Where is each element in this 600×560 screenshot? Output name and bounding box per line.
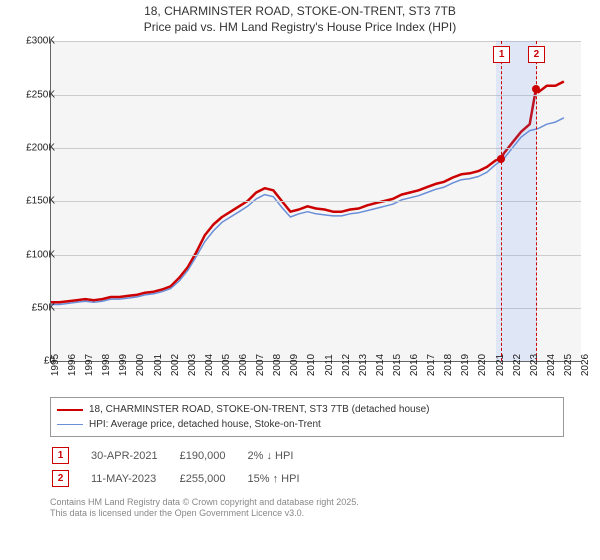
table-row: 1 30-APR-2021£190,0002% ↓ HPI — [52, 445, 320, 466]
x-axis-label: 2011 — [324, 354, 335, 376]
x-axis-label: 2003 — [187, 354, 198, 376]
sale-price: £255,000 — [180, 468, 246, 489]
x-axis-label: 2001 — [153, 354, 164, 376]
sale-price: £190,000 — [180, 445, 246, 466]
y-axis-label: £150K — [15, 196, 55, 207]
x-axis-label: 2019 — [460, 354, 471, 376]
chart-title: 18, CHARMINSTER ROAD, STOKE-ON-TRENT, ST… — [0, 0, 600, 41]
x-axis-label: 2021 — [495, 354, 506, 376]
x-axis-label: 2017 — [426, 354, 437, 376]
footer-line-1: Contains HM Land Registry data © Crown c… — [50, 497, 600, 508]
x-axis-label: 2026 — [580, 354, 591, 376]
legend-item: 18, CHARMINSTER ROAD, STOKE-ON-TRENT, ST… — [57, 402, 557, 417]
hpi-delta: 15% ↑ HPI — [248, 468, 320, 489]
hpi-delta: 2% ↓ HPI — [248, 445, 320, 466]
x-axis-label: 2014 — [375, 354, 386, 376]
title-line-2: Price paid vs. HM Land Registry's House … — [10, 20, 590, 36]
x-axis-label: 2006 — [238, 354, 249, 376]
x-axis-label: 2004 — [204, 354, 215, 376]
legend-item: HPI: Average price, detached house, Stok… — [57, 417, 557, 432]
y-axis-label: £200K — [15, 142, 55, 153]
x-axis-label: 1998 — [101, 354, 112, 376]
x-axis-label: 2018 — [443, 354, 454, 376]
x-axis-label: 1999 — [118, 354, 129, 376]
series-hpi — [51, 118, 564, 305]
x-axis-label: 2002 — [170, 354, 181, 376]
plot-region: 12 — [50, 41, 581, 362]
marker-dot — [497, 155, 505, 163]
x-axis-label: 2020 — [477, 354, 488, 376]
x-axis-label: 2016 — [409, 354, 420, 376]
sale-date: 30-APR-2021 — [91, 445, 178, 466]
x-axis-label: 2005 — [221, 354, 232, 376]
legend-label: HPI: Average price, detached house, Stok… — [89, 417, 321, 432]
marker-label: 1 — [493, 46, 510, 63]
x-axis-label: 2010 — [306, 354, 317, 376]
x-axis-label: 2013 — [358, 354, 369, 376]
marker-label: 2 — [52, 470, 69, 487]
x-axis-label: 1995 — [50, 354, 61, 376]
table-row: 2 11-MAY-2023£255,00015% ↑ HPI — [52, 468, 320, 489]
x-axis-label: 2008 — [272, 354, 283, 376]
x-axis-label: 1996 — [67, 354, 78, 376]
legend-label: 18, CHARMINSTER ROAD, STOKE-ON-TRENT, ST… — [89, 402, 429, 417]
x-axis-label: 2012 — [341, 354, 352, 376]
x-axis-label: 2024 — [546, 354, 557, 376]
title-line-1: 18, CHARMINSTER ROAD, STOKE-ON-TRENT, ST… — [10, 4, 590, 20]
x-axis-label: 2025 — [563, 354, 574, 376]
legend: 18, CHARMINSTER ROAD, STOKE-ON-TRENT, ST… — [50, 397, 564, 437]
x-axis-label: 2007 — [255, 354, 266, 376]
legend-swatch — [57, 409, 83, 411]
marker-label: 1 — [52, 447, 69, 464]
y-axis-label: £250K — [15, 89, 55, 100]
footer-attribution: Contains HM Land Registry data © Crown c… — [50, 497, 600, 519]
x-axis-label: 1997 — [84, 354, 95, 376]
y-axis-label: £50K — [15, 302, 55, 313]
legend-swatch — [57, 424, 83, 425]
series-price_paid — [51, 82, 564, 303]
marker-line — [501, 41, 502, 361]
y-axis-label: £0 — [15, 356, 55, 367]
footer-line-2: This data is licensed under the Open Gov… — [50, 508, 600, 519]
x-axis-label: 2015 — [392, 354, 403, 376]
sale-date: 11-MAY-2023 — [91, 468, 178, 489]
chart-area: 12 £0£50K£100K£150K£200K£250K£300K199519… — [10, 41, 590, 391]
marker-info-table: 1 30-APR-2021£190,0002% ↓ HPI 2 11-MAY-2023… — [50, 443, 322, 491]
marker-dot — [532, 85, 540, 93]
y-axis-label: £100K — [15, 249, 55, 260]
marker-label: 2 — [528, 46, 545, 63]
x-axis-label: 2023 — [529, 354, 540, 376]
y-axis-label: £300K — [15, 36, 55, 47]
x-axis-label: 2000 — [135, 354, 146, 376]
x-axis-label: 2022 — [512, 354, 523, 376]
x-axis-label: 2009 — [289, 354, 300, 376]
